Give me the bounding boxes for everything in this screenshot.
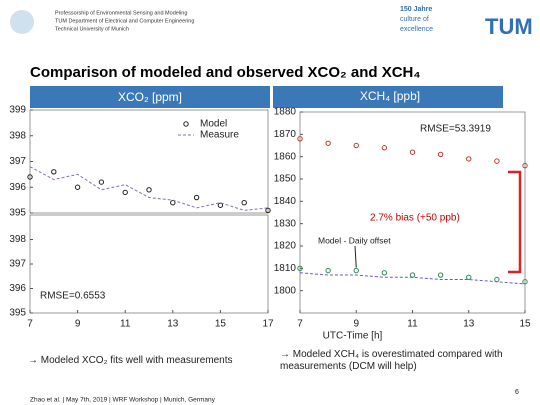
x-tick-label: 7 bbox=[297, 319, 303, 330]
marker bbox=[494, 158, 500, 164]
x-tick-label: 7 bbox=[27, 319, 33, 330]
y-tick-label: 398 bbox=[9, 234, 26, 245]
y-tick-label: 396 bbox=[9, 283, 26, 294]
badge: culture of bbox=[400, 16, 429, 23]
x-tick-label: 13 bbox=[463, 319, 475, 330]
panel-title: XCH₄ [ppb] bbox=[360, 89, 420, 103]
y-tick-label: 1840 bbox=[274, 196, 297, 207]
marker bbox=[353, 142, 359, 149]
x-tick-label: 15 bbox=[215, 319, 227, 330]
panel-header bbox=[273, 86, 503, 108]
marker bbox=[325, 140, 331, 146]
logo: TUM bbox=[485, 14, 533, 39]
x-tick-label: 13 bbox=[167, 319, 179, 330]
legend-marker bbox=[183, 121, 189, 127]
y-tick-label: 395 bbox=[9, 308, 26, 319]
marker bbox=[466, 156, 472, 162]
page-number: 6 bbox=[515, 389, 519, 396]
header-line: TUM Department of Electrical and Compute… bbox=[55, 18, 194, 24]
x-tick-label: 11 bbox=[120, 319, 131, 330]
series-annotation: Model - Daily offset bbox=[318, 235, 391, 245]
annotation: 2.7% bias (+50 ppb) bbox=[370, 213, 460, 224]
bullet: → Modeled XCH₄ is overestimated compared… bbox=[280, 349, 503, 372]
marker bbox=[193, 194, 200, 201]
marker bbox=[522, 162, 528, 169]
marker bbox=[170, 200, 176, 206]
annotation: RMSE=0.6553 bbox=[40, 291, 106, 302]
y-tick-label: 397 bbox=[9, 259, 26, 270]
marker bbox=[522, 279, 528, 285]
badge: 150 Jahre bbox=[400, 6, 432, 13]
logo-globe bbox=[10, 10, 34, 34]
marker bbox=[98, 179, 105, 185]
marker bbox=[381, 145, 388, 151]
marker bbox=[353, 267, 359, 274]
y-tick-label: 395 bbox=[9, 208, 26, 219]
header-line: Professorship of Environmental Sensing a… bbox=[55, 10, 187, 16]
marker bbox=[437, 151, 444, 158]
marker bbox=[51, 169, 57, 175]
y-tick-label: 1850 bbox=[274, 174, 297, 185]
y-tick-label: 1860 bbox=[274, 151, 297, 162]
annotation-arrow bbox=[354, 245, 357, 268]
legend-label: Model bbox=[200, 119, 227, 130]
marker bbox=[297, 265, 303, 272]
header-line: Technical University of Munich bbox=[55, 26, 129, 32]
y-tick-label: 396 bbox=[9, 182, 26, 193]
marker bbox=[146, 187, 152, 193]
marker bbox=[437, 272, 444, 278]
y-tick-label: 1830 bbox=[274, 218, 297, 229]
marker bbox=[27, 174, 33, 180]
x-tick-label: 17 bbox=[262, 319, 274, 330]
x-tick-label: 9 bbox=[353, 319, 359, 330]
bullet: → Modeled XCO₂ fits well with measuremen… bbox=[28, 355, 233, 366]
panel-title: XCO₂ [ppm] bbox=[118, 90, 182, 104]
y-tick-label: 1880 bbox=[274, 107, 297, 118]
y-tick-label: 1820 bbox=[274, 241, 297, 252]
x-axis-label: UTC-Time [h] bbox=[323, 331, 383, 342]
annotation: RMSE=53.3919 bbox=[420, 124, 491, 135]
marker bbox=[494, 276, 500, 283]
marker bbox=[122, 189, 128, 196]
series-line bbox=[29, 166, 269, 211]
y-tick-label: 398 bbox=[9, 130, 26, 141]
y-tick-label: 1810 bbox=[274, 263, 297, 274]
footer: Zhao et al. | May 7th, 2019 | WRF Worksh… bbox=[30, 397, 216, 404]
x-tick-label: 15 bbox=[519, 319, 531, 330]
y-tick-label: 399 bbox=[9, 105, 26, 116]
slide-title: Comparison of modeled and observed XCO₂ … bbox=[30, 64, 421, 81]
marker bbox=[297, 136, 303, 142]
series-line bbox=[299, 272, 526, 285]
panel-header bbox=[30, 86, 270, 108]
y-tick-label: 1800 bbox=[274, 285, 297, 296]
y-tick-label: 397 bbox=[9, 156, 26, 167]
marker bbox=[409, 272, 416, 278]
badge: excellence bbox=[400, 26, 433, 33]
marker bbox=[325, 267, 331, 274]
bias-bracket bbox=[508, 170, 522, 274]
legend-label: Measure bbox=[200, 130, 239, 141]
marker bbox=[381, 270, 388, 276]
marker bbox=[466, 274, 472, 280]
marker bbox=[74, 184, 81, 190]
marker bbox=[217, 202, 224, 208]
y-tick-label: 1870 bbox=[274, 129, 297, 140]
x-tick-label: 9 bbox=[75, 319, 81, 330]
marker bbox=[241, 200, 247, 206]
marker bbox=[265, 207, 271, 214]
marker bbox=[409, 149, 416, 155]
x-tick-label: 11 bbox=[407, 319, 418, 330]
